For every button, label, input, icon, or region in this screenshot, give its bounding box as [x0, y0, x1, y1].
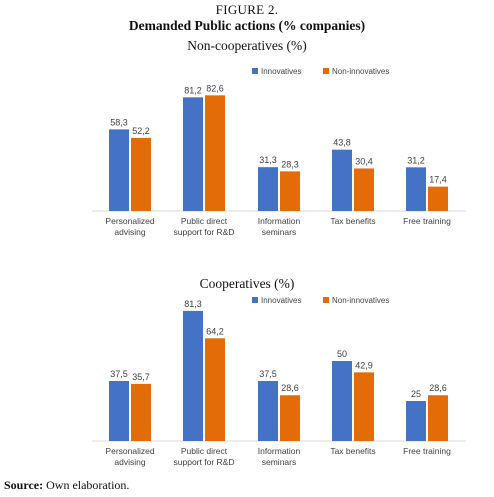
data-label-innovatives-1: 37,5 [110, 369, 128, 379]
category-label-2-line-1: Public direct [181, 216, 228, 226]
legend-swatch-non-innovatives [323, 68, 329, 74]
bar-non-innovatives-1 [131, 383, 151, 441]
chart-2-title: Cooperatives (%) [199, 276, 295, 291]
category-label-2-line-1: Public direct [181, 446, 228, 456]
category-label-3-line-1: Information [258, 446, 301, 456]
bar-innovatives-4 [332, 361, 352, 441]
category-label-1-line-1: Personalized [105, 446, 154, 456]
data-label-non-innovatives-2: 82,6 [206, 83, 224, 93]
data-label-innovatives-3: 31,3 [259, 155, 277, 165]
bar-innovatives-5 [406, 167, 426, 211]
legend-label-non-innovatives: Non-innovatives [332, 296, 389, 305]
data-label-non-innovatives-5: 17,4 [429, 175, 447, 185]
data-label-innovatives-5: 25 [411, 389, 421, 399]
category-label-2-line-2: support for R&D [174, 227, 235, 237]
category-label-3-line-2: seminars [262, 457, 296, 467]
data-label-innovatives-3: 37,5 [259, 369, 277, 379]
category-label-1-line-1: Personalized [105, 216, 154, 226]
data-label-innovatives-4: 43,8 [333, 138, 351, 148]
data-label-non-innovatives-1: 52,2 [132, 126, 150, 136]
chart-1-title: Non-cooperatives (%) [187, 38, 307, 53]
legend-swatch-innovatives [252, 297, 258, 303]
legend: Innovatives Non-innovatives [252, 296, 389, 305]
category-label-5-line-1: Free training [403, 216, 451, 226]
data-label-non-innovatives-5: 28,6 [429, 383, 447, 393]
data-label-innovatives-4: 50 [337, 349, 347, 359]
chart-2-cooperatives: Innovatives Non-innovatives 37,5 35,7 Person… [92, 296, 466, 467]
bar-innovatives-4 [332, 149, 352, 211]
figure-title: Demanded Public actions (% companies) [128, 18, 366, 33]
data-label-non-innovatives-2: 64,2 [206, 326, 224, 336]
data-label-innovatives-2: 81,2 [184, 85, 202, 95]
legend-label-innovatives: Innovatives [261, 296, 301, 305]
legend-label-non-innovatives: Non-innovatives [332, 67, 389, 76]
category-label-4-line-1: Tax benefits [330, 216, 375, 226]
bar-non-innovatives-3 [280, 395, 300, 441]
source-note: Source: Own elaboration. [4, 478, 129, 493]
source-text: Own elaboration. [43, 478, 130, 492]
figure-label: FIGURE 2. [215, 2, 279, 17]
bar-innovatives-1 [109, 129, 129, 211]
data-label-innovatives-1: 58,3 [110, 117, 128, 127]
chart-1-noncooperatives: Innovatives Non-innovatives 58,3 52,2 Person… [92, 67, 466, 237]
legend-swatch-non-innovatives [323, 297, 329, 303]
category-label-2-line-2: support for R&D [174, 457, 235, 467]
data-label-non-innovatives-3: 28,6 [281, 383, 299, 393]
category-label-3-line-1: Information [258, 216, 301, 226]
bar-innovatives-3 [258, 381, 278, 441]
category-label-1-line-2: advising [114, 227, 145, 237]
category-label-3-line-2: seminars [262, 227, 296, 237]
bar-non-innovatives-5 [428, 395, 448, 441]
category-label-1-line-2: advising [114, 457, 145, 467]
data-label-non-innovatives-4: 42,9 [355, 360, 373, 370]
bar-innovatives-2 [183, 97, 203, 211]
bar-innovatives-5 [406, 401, 426, 441]
bar-non-innovatives-2 [205, 338, 225, 441]
bar-non-innovatives-4 [354, 372, 374, 441]
legend: Innovatives Non-innovatives [252, 67, 389, 76]
legend-label-innovatives: Innovatives [261, 67, 301, 76]
bar-non-innovatives-4 [354, 168, 374, 211]
bar-innovatives-2 [183, 310, 203, 441]
bar-non-innovatives-3 [280, 171, 300, 211]
data-label-innovatives-2: 81,3 [184, 299, 202, 309]
legend-swatch-innovatives [252, 68, 258, 74]
bar-non-innovatives-2 [205, 95, 225, 211]
source-label: Source: [4, 478, 44, 492]
bar-non-innovatives-5 [428, 186, 448, 211]
category-label-4-line-1: Tax benefits [330, 446, 375, 456]
bar-innovatives-1 [109, 381, 129, 441]
data-label-non-innovatives-1: 35,7 [132, 372, 150, 382]
data-label-non-innovatives-4: 30,4 [355, 156, 373, 166]
bar-innovatives-3 [258, 167, 278, 211]
category-label-5-line-1: Free training [403, 446, 451, 456]
bar-non-innovatives-1 [131, 137, 151, 211]
data-label-non-innovatives-3: 28,3 [281, 159, 299, 169]
data-label-innovatives-5: 31,2 [407, 155, 425, 165]
